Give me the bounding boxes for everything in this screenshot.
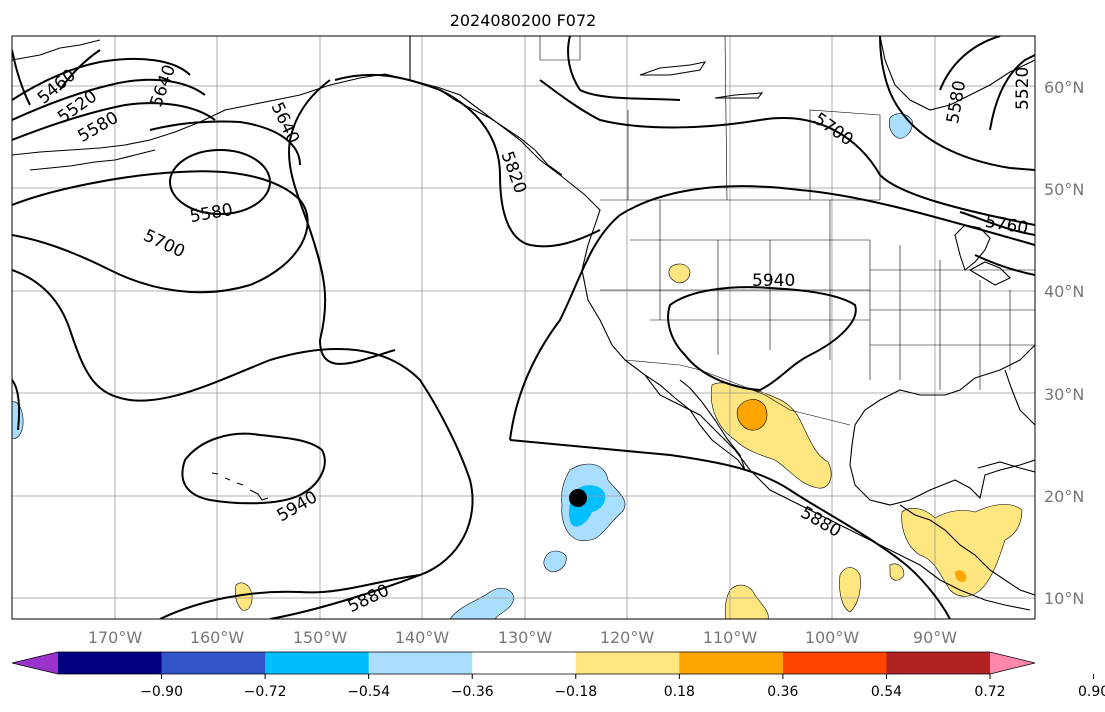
coast-baja [644, 374, 746, 471]
yellow-anomaly-utah [668, 263, 691, 284]
colorbar-tick-label: −0.90 [140, 684, 183, 700]
colorbar-segment [368, 652, 473, 674]
contour-5940-hawaii [181, 432, 326, 505]
colorbar-outline [11, 651, 1036, 675]
lat-label: 40°N [1044, 282, 1084, 301]
colorbar-tick-label: −0.36 [451, 684, 494, 700]
longitude-labels: 170°W 160°W 150°W 140°W 130°W 120°W 110°… [88, 628, 957, 647]
colorbar-segment [472, 652, 577, 674]
latitude-labels: 60°N 50°N 40°N 30°N 20°N 10°N [1044, 78, 1084, 608]
lat-label: 20°N [1044, 487, 1084, 506]
blue-anomaly-bottom [449, 587, 515, 619]
colorbar-tick-label: 0.54 [871, 684, 902, 700]
lon-label: 140°W [395, 628, 450, 647]
colorbar-segment [265, 652, 370, 674]
lon-label: 130°W [498, 628, 553, 647]
colorbar-tick-label: 0.36 [767, 684, 798, 700]
blue-anomaly-left [12, 401, 24, 439]
colorbar: −0.90 −0.72 −0.54 −0.36 −0.18 0.18 0.36 0.54 0.7… [11, 651, 1105, 700]
colorbar-tick-label: 0.90 [1078, 684, 1105, 700]
yellow-anomaly-pacific-4 [889, 563, 905, 581]
colorbar-tick-label: 0.18 [664, 684, 695, 700]
height-contours [12, 36, 1035, 619]
yellow-anomaly-pacific-1 [234, 582, 253, 611]
lon-label: 160°W [190, 628, 245, 647]
lon-label: 170°W [88, 628, 143, 647]
storm-center-marker [569, 489, 587, 507]
colorbar-tick-label: −0.18 [554, 684, 597, 700]
coast-cuba [977, 461, 1035, 473]
colorbar-tick-label: 0.72 [974, 684, 1005, 700]
orange-anomaly-central-america [955, 570, 967, 582]
lon-label: 100°W [805, 628, 860, 647]
map-title: 2024080200 F072 [450, 11, 597, 30]
contour-label: 5520 [1013, 67, 1033, 110]
map-frame [11, 35, 1036, 620]
map-area: 5460 5520 5580 5640 5580 5700 5820 5640 … [12, 36, 1035, 619]
colorbar-extend-min [12, 652, 58, 674]
lon-label: 90°W [913, 628, 957, 647]
colorbar-segment [161, 652, 266, 674]
colorbar-segment [782, 652, 887, 674]
lon-label: 110°W [703, 628, 758, 647]
hawaii-islands [211, 472, 269, 501]
colorbar-segment [575, 652, 680, 674]
graticule [12, 36, 1035, 619]
blue-anomaly-small [543, 550, 567, 573]
lat-label: 60°N [1044, 78, 1084, 97]
colorbar-segment [886, 652, 991, 674]
orange-anomaly-mexico [736, 399, 768, 431]
yellow-anomaly-pacific-2 [724, 584, 769, 619]
lat-label: 10°N [1044, 589, 1084, 608]
lon-label: 120°W [600, 628, 655, 647]
colorbar-segment [58, 652, 163, 674]
colorbar-extend-max [990, 652, 1035, 674]
lon-label: 150°W [293, 628, 348, 647]
coast-gulf [849, 344, 1035, 506]
lat-label: 30°N [1044, 385, 1084, 404]
lat-label: 50°N [1044, 180, 1084, 199]
colorbar-tick-label: −0.54 [347, 684, 390, 700]
yellow-anomaly-central-america [901, 504, 1023, 597]
colorbar-tick-label: −0.72 [244, 684, 287, 700]
contour-5940-us [667, 286, 857, 392]
colorbar-segment [679, 652, 784, 674]
contour-label: 5940 [752, 271, 795, 291]
